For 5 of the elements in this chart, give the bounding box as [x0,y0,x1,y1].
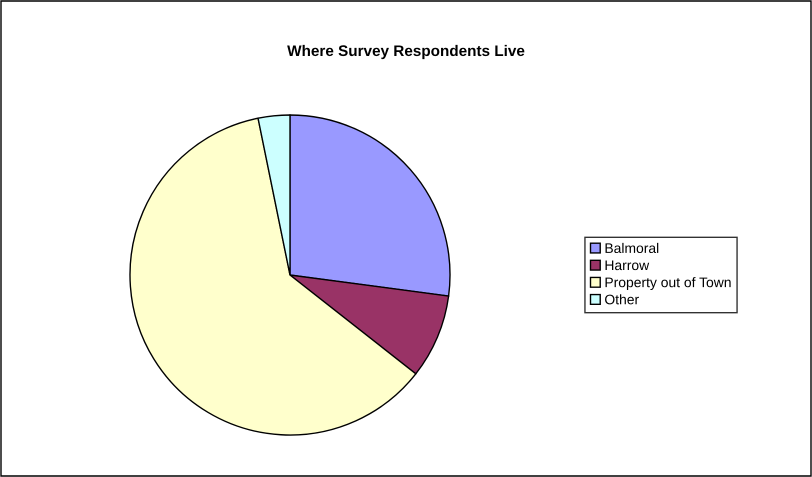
chart-title: Where Survey Respondents Live [287,44,524,60]
legend-label: Other [605,294,639,304]
legend-label: Balmoral [606,242,658,254]
legend-label: Property out of Town [606,277,731,290]
legend-label: Harrow [606,260,650,270]
